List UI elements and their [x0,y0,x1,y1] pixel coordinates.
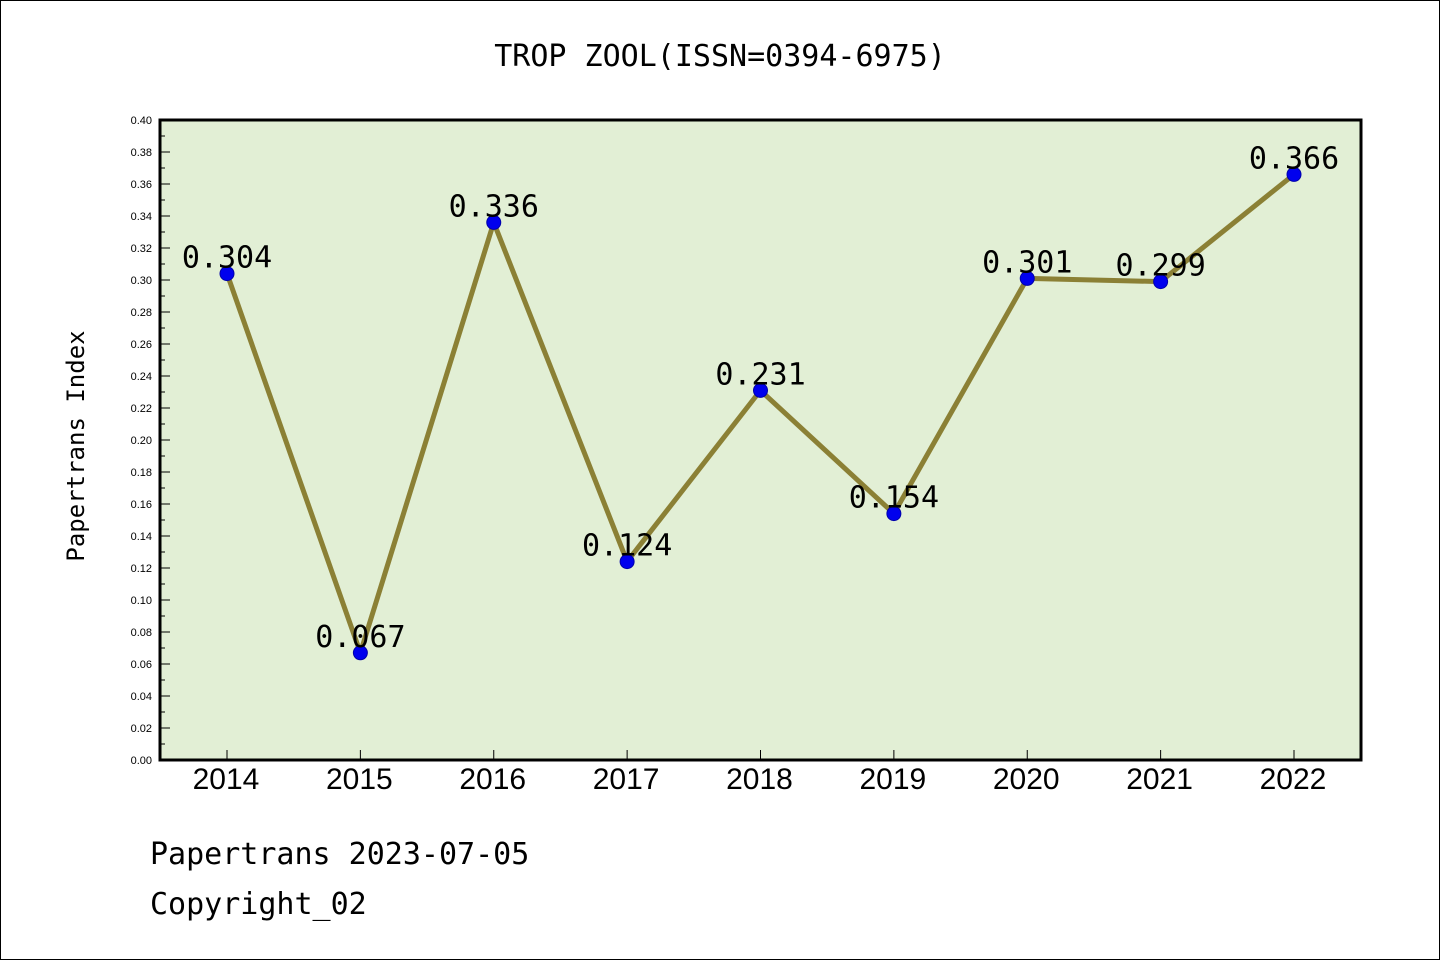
plot-area [158,118,1363,762]
x-tick-label: 2016 [459,763,526,796]
y-tick-label: 0.26 [131,339,152,351]
data-point-2022 [1286,166,1302,182]
y-tick-label: 0.38 [131,147,152,159]
data-label-2021: 0.299 [1115,249,1205,284]
data-point-2017 [619,554,635,570]
x-tick-label: 2021 [1126,763,1193,796]
y-axis: 0.00 0.02 0.04 0.06 0.08 0.10 0.12 0.14 0.16 0.18… [131,115,170,767]
data-label-2018: 0.231 [715,357,805,392]
y-tick-label: 0.24 [131,371,152,383]
data-label-2020: 0.301 [982,245,1072,280]
y-tick-label: 0.40 [131,115,152,127]
y-tick-label: 0.18 [131,467,152,479]
x-tick-label: 2015 [326,763,393,796]
x-axis: 2014 2015 2016 2017 2018 2019 2020 2021 2022 [193,750,1327,796]
footer-copyright: Copyright_02 [150,887,367,922]
footer-date: Papertrans 2023-07-05 [150,837,529,872]
y-tick-label: 0.14 [131,531,152,543]
series-line-group [219,166,1302,661]
y-tick-label: 0.28 [131,307,152,319]
y-tick-label: 0.36 [131,179,152,191]
data-label-2016: 0.336 [449,189,539,224]
data-point-2018 [753,382,768,398]
y-tick-label: 0.04 [131,691,152,703]
data-point-2020 [1019,270,1035,286]
y-tick-label: 0.10 [131,595,152,607]
y-tick-label: 0.16 [131,499,152,511]
y-tick-label: 0.02 [131,723,152,735]
data-label-2014: 0.304 [182,241,272,276]
data-point-2014 [219,266,235,282]
x-tick-label: 2020 [993,763,1060,796]
x-tick-label: 2018 [726,763,793,796]
data-point-2016 [486,214,502,230]
y-tick-label: 0.12 [131,563,152,575]
y-tick-label: 0.22 [131,403,152,415]
data-label-2015: 0.067 [315,620,405,655]
x-tick-label: 2022 [1260,763,1327,796]
y-tick-label: 0.06 [131,659,152,671]
data-labels: 0.304 0.067 0.336 0.124 0.231 0.154 0.301 0.299… [182,141,1339,654]
y-tick-label: 0.08 [131,627,152,639]
x-tick-label: 2017 [593,763,660,796]
y-tick-label: 0.30 [131,275,152,287]
y-tick-label: 0.00 [131,755,152,767]
x-tick-label: 2019 [860,763,927,796]
data-point-2021 [1153,274,1169,290]
data-point-2015 [352,645,368,661]
y-tick-label: 0.20 [131,435,152,447]
data-label-2019: 0.154 [849,481,939,516]
y-tick-label: 0.32 [131,243,152,255]
data-label-2017: 0.124 [582,529,672,564]
y-tick-label: 0.34 [131,211,152,223]
x-tick-label: 2014 [193,763,260,796]
data-label-2022: 0.366 [1249,141,1339,176]
y-axis-label: Papertrans Index [62,330,90,561]
data-point-2019 [886,506,902,522]
chart-title: TROP ZOOL(ISSN=0394-6975) [494,39,946,74]
